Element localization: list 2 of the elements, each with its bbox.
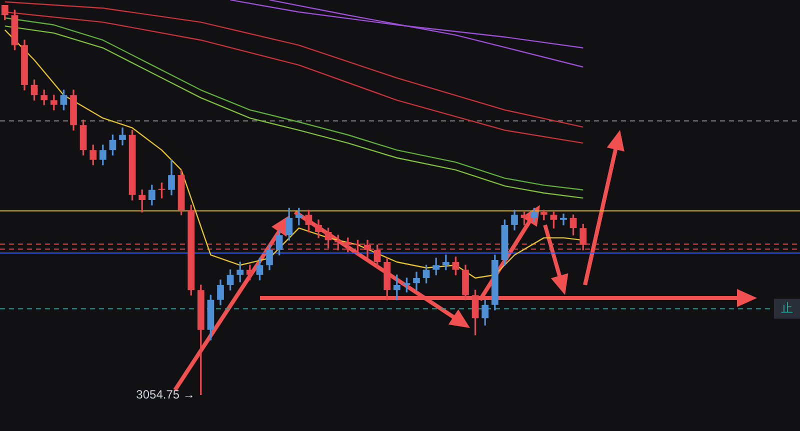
- ref-line-label: 止: [781, 301, 793, 316]
- annotation: 3054.75 →: [136, 387, 195, 402]
